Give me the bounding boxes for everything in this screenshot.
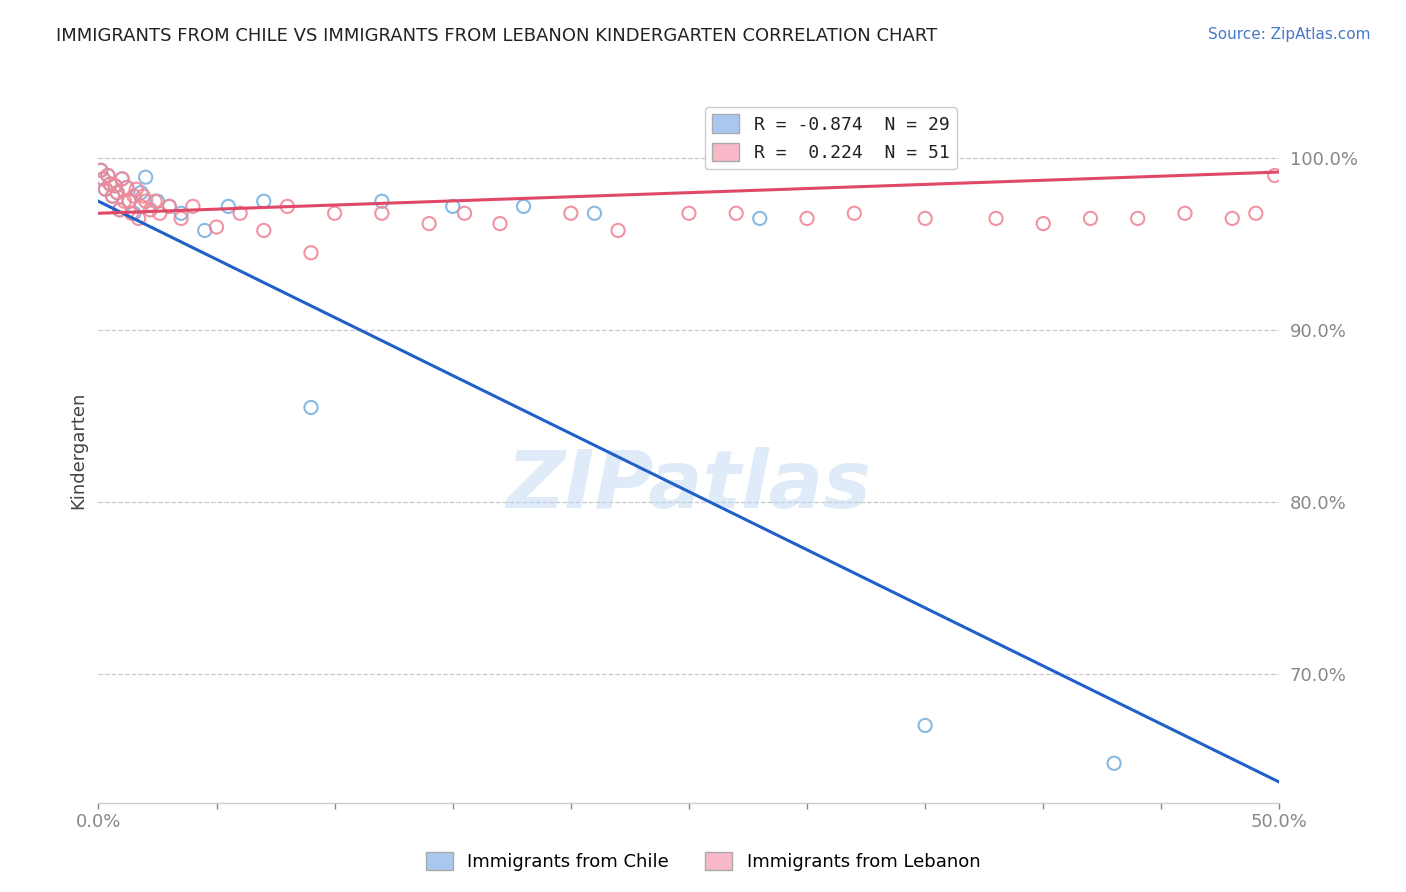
Point bbox=[129, 186, 152, 200]
Point bbox=[118, 194, 141, 209]
Point bbox=[105, 186, 128, 200]
Point bbox=[91, 172, 114, 186]
Point bbox=[97, 169, 120, 183]
Point bbox=[157, 199, 180, 213]
Point bbox=[135, 194, 157, 209]
Point bbox=[796, 211, 818, 226]
Point bbox=[115, 180, 138, 194]
Point bbox=[101, 189, 124, 203]
Point bbox=[914, 718, 936, 732]
Point bbox=[1264, 169, 1286, 183]
Point bbox=[276, 199, 298, 213]
Point bbox=[441, 199, 464, 213]
Point bbox=[122, 206, 145, 220]
Point bbox=[299, 401, 322, 415]
Legend: Immigrants from Chile, Immigrants from Lebanon: Immigrants from Chile, Immigrants from L… bbox=[419, 845, 987, 879]
Point bbox=[1174, 206, 1197, 220]
Point bbox=[170, 206, 193, 220]
Point bbox=[91, 172, 114, 186]
Point bbox=[205, 220, 228, 235]
Point bbox=[560, 206, 582, 220]
Point bbox=[129, 199, 152, 213]
Point bbox=[132, 189, 155, 203]
Point bbox=[607, 223, 630, 237]
Point bbox=[105, 186, 128, 200]
Point bbox=[122, 189, 145, 203]
Point bbox=[135, 170, 157, 185]
Point bbox=[371, 206, 394, 220]
Y-axis label: Kindergarten: Kindergarten bbox=[69, 392, 87, 509]
Point bbox=[1244, 206, 1267, 220]
Point bbox=[181, 199, 204, 213]
Point bbox=[1102, 756, 1125, 771]
Point bbox=[512, 199, 534, 213]
Point bbox=[489, 217, 512, 231]
Point bbox=[229, 206, 252, 220]
Point bbox=[112, 194, 135, 209]
Point bbox=[104, 178, 127, 193]
Point bbox=[748, 211, 770, 226]
Point bbox=[1220, 211, 1243, 226]
Point bbox=[125, 182, 148, 196]
Point bbox=[98, 177, 121, 191]
Point bbox=[984, 211, 1007, 226]
Point bbox=[194, 223, 217, 237]
Point bbox=[104, 178, 127, 193]
Point bbox=[108, 202, 131, 217]
Point bbox=[146, 194, 169, 209]
Point bbox=[97, 169, 120, 183]
Point bbox=[418, 217, 440, 231]
Point bbox=[299, 245, 322, 260]
Point bbox=[217, 199, 239, 213]
Point bbox=[98, 177, 121, 191]
Text: ZIPatlas: ZIPatlas bbox=[506, 447, 872, 524]
Point bbox=[121, 206, 143, 220]
Point bbox=[170, 211, 193, 226]
Point bbox=[118, 194, 141, 209]
Point bbox=[108, 202, 131, 217]
Point bbox=[1032, 217, 1054, 231]
Point bbox=[101, 189, 124, 203]
Point bbox=[914, 211, 936, 226]
Point bbox=[149, 206, 172, 220]
Text: Source: ZipAtlas.com: Source: ZipAtlas.com bbox=[1208, 27, 1371, 42]
Point bbox=[371, 194, 394, 209]
Point bbox=[157, 199, 180, 213]
Point bbox=[90, 163, 112, 178]
Text: IMMIGRANTS FROM CHILE VS IMMIGRANTS FROM LEBANON KINDERGARTEN CORRELATION CHART: IMMIGRANTS FROM CHILE VS IMMIGRANTS FROM… bbox=[56, 27, 938, 45]
Point bbox=[111, 172, 134, 186]
Point bbox=[111, 172, 134, 186]
Point bbox=[323, 206, 346, 220]
Point bbox=[725, 206, 748, 220]
Point bbox=[253, 194, 276, 209]
Point bbox=[253, 223, 276, 237]
Point bbox=[94, 182, 117, 196]
Legend: R = -0.874  N = 29, R =  0.224  N = 51: R = -0.874 N = 29, R = 0.224 N = 51 bbox=[704, 107, 956, 169]
Point bbox=[128, 211, 150, 226]
Point bbox=[143, 194, 166, 209]
Point bbox=[94, 182, 117, 196]
Point bbox=[1126, 211, 1149, 226]
Point bbox=[139, 202, 162, 217]
Point bbox=[115, 180, 138, 194]
Point bbox=[1080, 211, 1102, 226]
Point bbox=[583, 206, 606, 220]
Point bbox=[678, 206, 700, 220]
Point bbox=[844, 206, 866, 220]
Point bbox=[90, 163, 112, 178]
Point bbox=[453, 206, 475, 220]
